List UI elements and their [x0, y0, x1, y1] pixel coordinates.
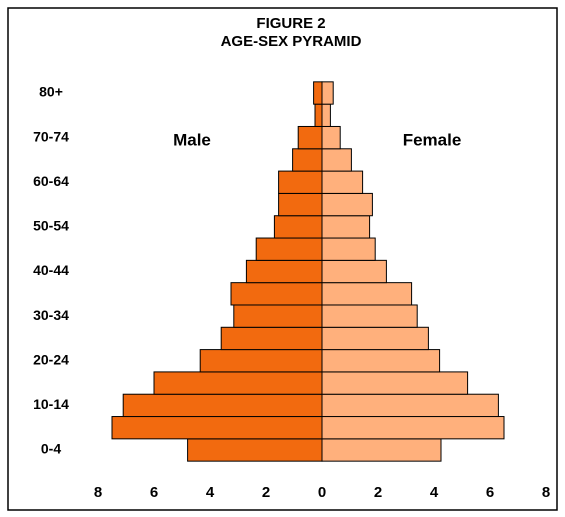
bar — [321, 259, 387, 284]
bar — [111, 416, 323, 440]
x-tick-label: 4 — [430, 484, 439, 501]
y-tick-label: 30-34 — [33, 307, 69, 323]
bar — [321, 148, 352, 172]
y-tick-label: 80+ — [39, 84, 63, 100]
series-label: Male — [173, 130, 211, 149]
bar — [273, 215, 323, 239]
bar — [321, 81, 334, 105]
bar — [220, 326, 323, 351]
bar — [321, 371, 469, 395]
bar — [321, 438, 442, 462]
bar — [321, 304, 418, 328]
chart-title: AGE-SEX PYRAMID — [221, 33, 362, 50]
y-tick-label: 60-64 — [33, 173, 69, 189]
y-tick-label: 40-44 — [33, 262, 69, 278]
bar — [321, 416, 505, 440]
bar — [278, 192, 323, 217]
bar — [278, 170, 323, 194]
bar — [321, 125, 341, 150]
bar — [230, 282, 323, 306]
bar — [187, 438, 323, 462]
x-tick-label: 6 — [486, 484, 494, 501]
y-tick-label: 50-54 — [33, 218, 69, 234]
y-tick-label: 20-24 — [33, 351, 69, 367]
bar — [297, 125, 323, 150]
chart-title: FIGURE 2 — [256, 15, 325, 32]
bar — [321, 237, 376, 261]
series-label: Female — [403, 130, 462, 149]
bar — [321, 349, 441, 373]
y-tick-label: 0-4 — [41, 441, 61, 457]
y-tick-label: 70-74 — [33, 128, 69, 144]
bar — [321, 215, 371, 239]
bar — [321, 170, 364, 194]
bar — [292, 148, 323, 172]
bar — [321, 393, 499, 418]
x-tick-label: 8 — [94, 484, 102, 501]
bar — [245, 259, 323, 284]
x-tick-label: 4 — [206, 484, 215, 501]
bar — [153, 371, 323, 395]
bar — [122, 393, 323, 418]
bar — [255, 237, 323, 261]
x-tick-label: 2 — [262, 484, 270, 501]
bar — [321, 282, 413, 306]
bar — [314, 103, 323, 127]
bar — [313, 81, 323, 105]
bar — [199, 349, 323, 373]
x-tick-label: 0 — [318, 484, 326, 501]
bar — [321, 103, 331, 127]
bar — [233, 304, 323, 328]
bar — [321, 192, 373, 217]
y-tick-label: 10-14 — [33, 396, 69, 412]
bar — [321, 326, 429, 351]
x-tick-label: 2 — [374, 484, 382, 501]
x-tick-label: 6 — [150, 484, 158, 501]
x-tick-label: 8 — [542, 484, 550, 501]
